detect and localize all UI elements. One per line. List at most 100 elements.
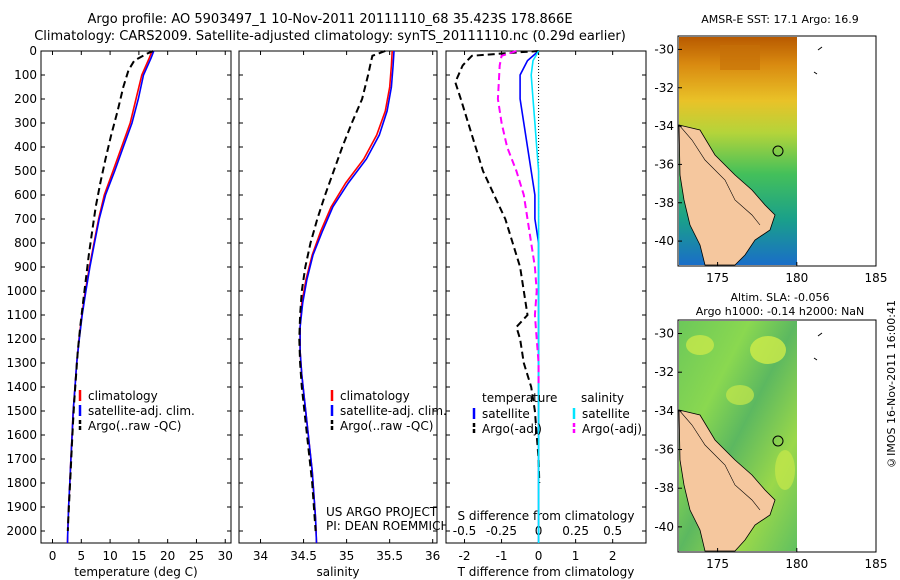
map-ticks: 175 180 185 -30 -32 -34 -36 -38 -40 175 180 185 -30 -… — [654, 42, 887, 571]
x-tick-label: 35.5 — [376, 549, 403, 563]
series-line-argo--adj- — [496, 50, 540, 387]
x-top-tick-label: -0.25 — [486, 524, 517, 538]
legend-temperature-title: temperature — [482, 391, 557, 405]
y-tick-label: 1500 — [6, 404, 37, 418]
x-tick-label: 0 — [49, 549, 57, 563]
profile-panel-1: 0 5 10 15 20 25 30 temperature (deg C) 0 100 200 30… — [6, 44, 232, 579]
sst-islands — [813, 46, 823, 75]
legend-salinity-title: salinity — [581, 391, 624, 405]
map-y-tick-label: -30 — [654, 327, 674, 341]
map-y-tick-label: -38 — [654, 196, 674, 210]
y-tick-label: 300 — [14, 116, 37, 130]
y-tick-label: 1100 — [6, 308, 37, 322]
legend-label: Argo(..raw -QC) — [88, 419, 181, 433]
y-tick-label: 700 — [14, 212, 37, 226]
sst-warm-patch — [720, 45, 760, 70]
legend-label: climatology — [340, 389, 410, 403]
figure-title-line2: Climatology: CARS2009. Satellite-adjuste… — [34, 29, 626, 44]
sla-blob — [726, 385, 754, 405]
x-tick-label: 5 — [77, 549, 85, 563]
y-tick-label: 1200 — [6, 332, 37, 346]
y-tick-label: 800 — [14, 236, 37, 250]
plot-frame — [445, 50, 647, 544]
sla-blob — [686, 335, 714, 355]
sla-land-northland — [678, 409, 776, 552]
map-y-tick-label: -34 — [654, 404, 674, 418]
x-tick-label: 35 — [339, 549, 354, 563]
legend-label: Argo(-adj) — [482, 422, 542, 436]
x-top-axis-label: S difference from climatology — [458, 509, 635, 523]
map-x-tick-label: 180 — [785, 557, 808, 571]
plot-frame — [40, 50, 232, 544]
x-top-tick-label: -0.5 — [453, 524, 476, 538]
map-x-tick-label: 175 — [706, 271, 729, 285]
y-tick-label: 900 — [14, 260, 37, 274]
profile-panel-3: -2 -1 0 1 2 T difference from climatology -0.5… — [445, 50, 647, 579]
x-tick-label: 30 — [218, 549, 233, 563]
x-top-tick-label: 0.5 — [603, 524, 622, 538]
map-y-tick-label: -30 — [654, 42, 674, 56]
x-tick-label: -1 — [496, 549, 508, 563]
x-tick-label: 20 — [160, 549, 175, 563]
y-tick-label: 1700 — [6, 452, 37, 466]
sla-blob — [750, 336, 786, 364]
y-tick-label: 1000 — [6, 284, 37, 298]
y-tick-label: 1800 — [6, 476, 37, 490]
legend-label: Argo(-adj) — [582, 422, 642, 436]
map-y-tick-label: -36 — [654, 443, 674, 457]
x-tick-label: 36 — [425, 549, 440, 563]
legend-label: satellite-adj. clim. — [88, 404, 195, 418]
legend-label: satellite-adj. clim. — [340, 404, 447, 418]
x-axis-label: salinity — [316, 565, 359, 579]
sla-islands — [813, 332, 823, 361]
x-tick-label: 15 — [131, 549, 146, 563]
x-tick-label: 10 — [102, 549, 117, 563]
map-x-tick-label: 185 — [865, 557, 888, 571]
series-line-argo--adj- — [454, 50, 541, 484]
profile-panel-2: 34 34.5 35 35.5 36 salinity climatologysatelli… — [238, 50, 449, 579]
x-tick-label: 1 — [572, 549, 580, 563]
map-y-tick-label: -32 — [654, 365, 674, 379]
map-y-tick-label: -40 — [654, 234, 674, 248]
series-line-argo---raw--qc- — [66, 50, 154, 532]
map-x-tick-label: 180 — [785, 271, 808, 285]
map2-title-line1: Altim. SLA: -0.056 — [730, 291, 830, 304]
y-tick-label: 100 — [14, 68, 37, 82]
plot-frame — [238, 50, 438, 544]
x-tick-label: 34.5 — [290, 549, 317, 563]
map-x-tick-label: 185 — [865, 271, 888, 285]
sla-blob — [775, 450, 795, 490]
x-tick-label: 25 — [189, 549, 204, 563]
map-y-tick-label: -36 — [654, 157, 674, 171]
legend-label: Argo(..raw -QC) — [340, 419, 433, 433]
legend-label: climatology — [88, 389, 158, 403]
legend-label: satellite — [482, 407, 530, 421]
x-tick-label: 2 — [609, 549, 617, 563]
y-tick-label: 400 — [14, 140, 37, 154]
y-tick-label: 1900 — [6, 500, 37, 514]
map-y-tick-label: -40 — [654, 520, 674, 534]
sla-argo-marker — [772, 435, 784, 447]
annotation-project: US ARGO PROJECT — [326, 505, 438, 519]
series-line-satellite — [530, 50, 540, 543]
sst-isobath — [678, 124, 761, 226]
y-tick-label: 200 — [14, 92, 37, 106]
sla-map — [677, 319, 877, 553]
series-line-satellite-adj--clim- — [299, 50, 395, 544]
sst-argo-marker — [772, 145, 784, 157]
y-tick-label: 500 — [14, 164, 37, 178]
map-x-tick-label: 175 — [706, 557, 729, 571]
figure-title-line1: Argo profile: AO 5903497_1 10-Nov-2011 2… — [87, 12, 573, 27]
y-tick-label: 1300 — [6, 356, 37, 370]
sst-land-northland — [678, 124, 776, 266]
legend-label: satellite — [582, 407, 630, 421]
map-y-tick-label: -32 — [654, 81, 674, 95]
x-tick-label: -2 — [459, 549, 471, 563]
y-tick-label: 600 — [14, 188, 37, 202]
x-top-tick-label: 0.25 — [562, 524, 589, 538]
y-tick-label: 1400 — [6, 380, 37, 394]
map2-title-line2: Argo h1000: -0.14 h2000: NaN — [695, 305, 865, 318]
map-y-tick-label: -34 — [654, 119, 674, 133]
